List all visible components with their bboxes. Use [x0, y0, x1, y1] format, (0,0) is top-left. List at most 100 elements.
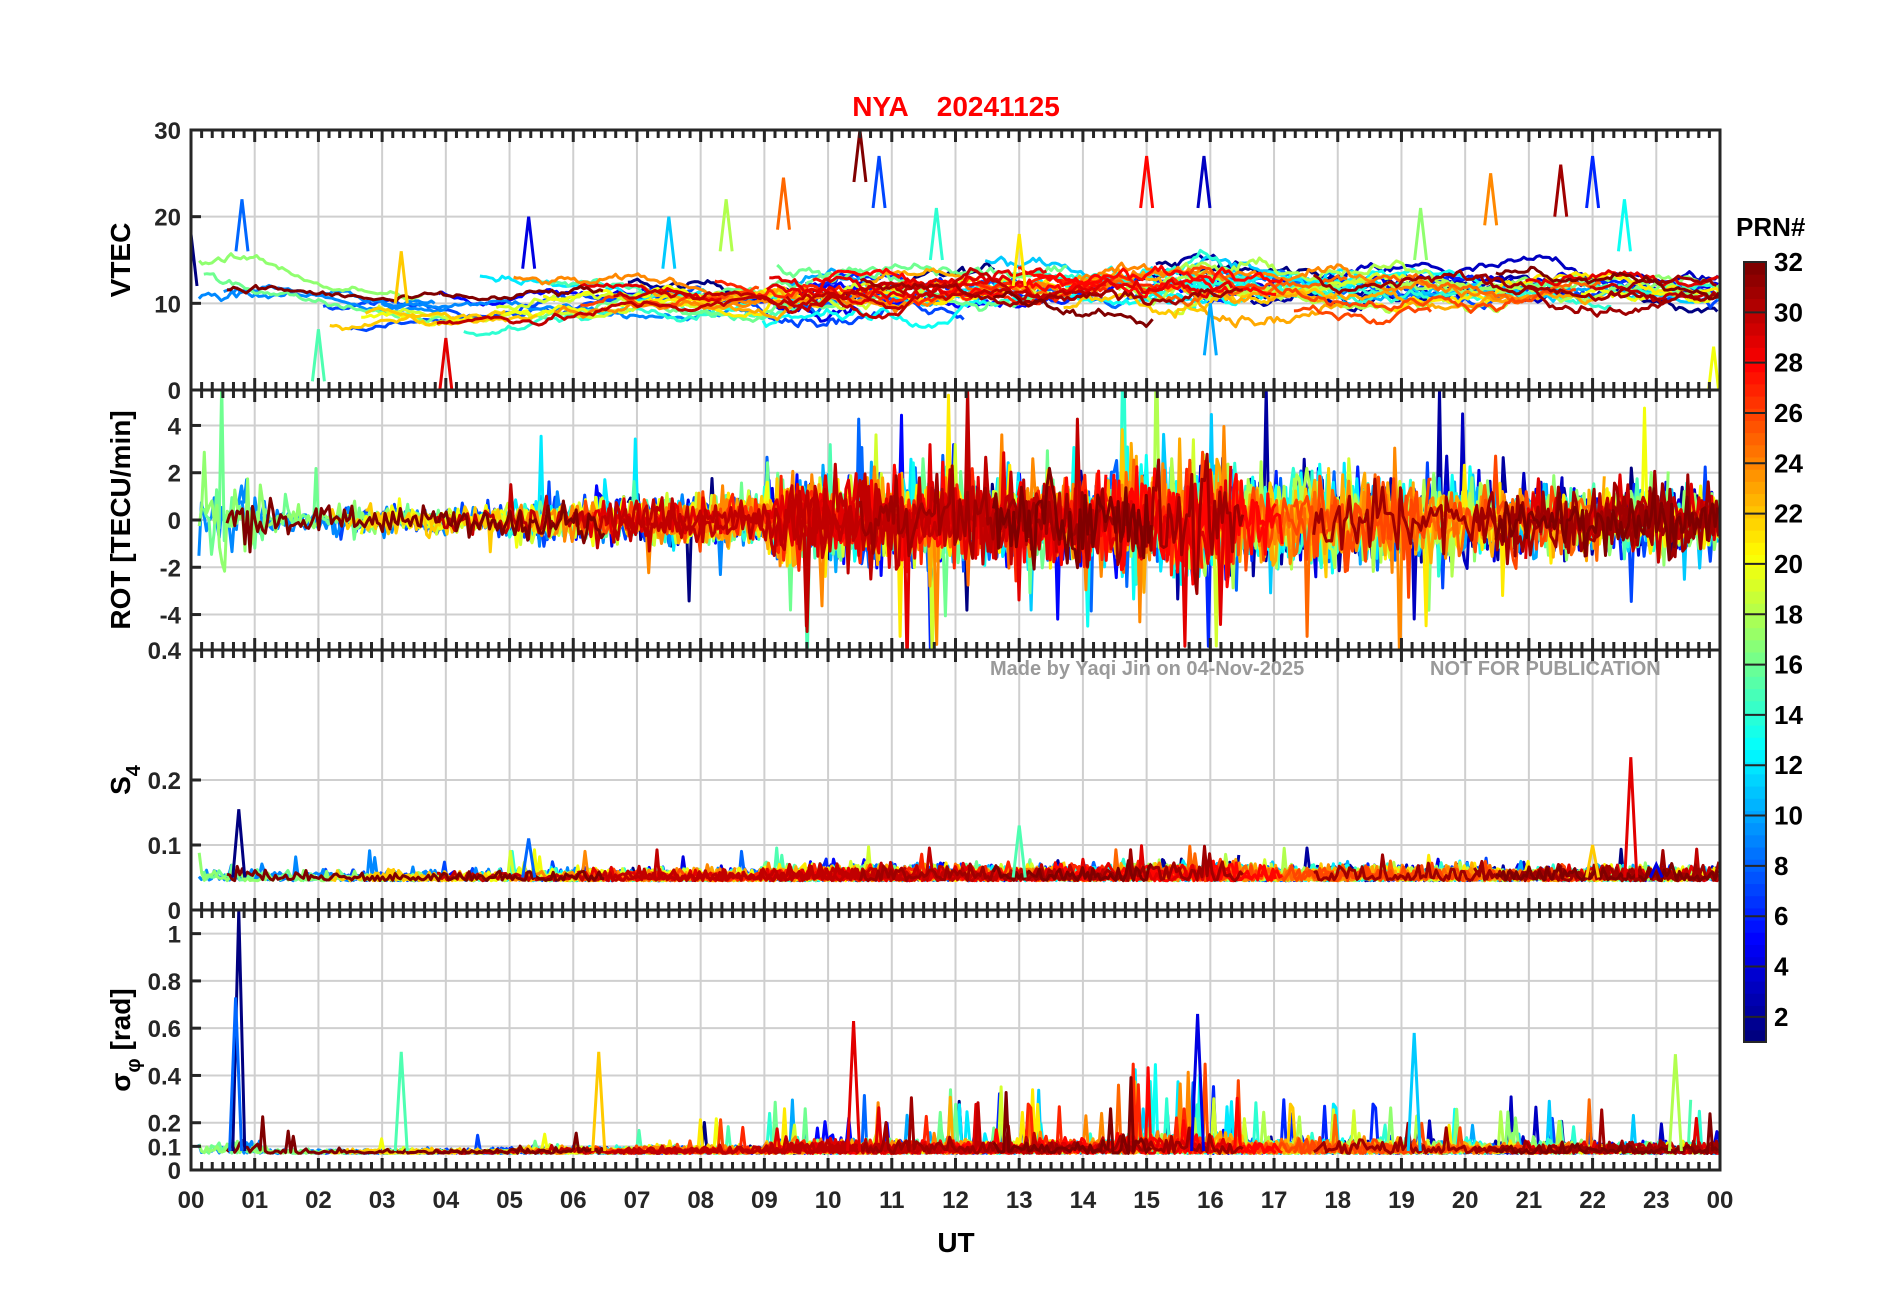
x-tick-label: 00 [1707, 1187, 1734, 1214]
series-prn-31 [859, 452, 1245, 596]
x-tick-label: 14 [1070, 1187, 1097, 1214]
colorbar-tick-label: 6 [1774, 901, 1788, 931]
colorbar-swatch [1744, 335, 1766, 348]
colorbar-swatch [1744, 591, 1766, 604]
series-prn-26 [1292, 477, 1432, 599]
peak-s4-4 [1623, 757, 1639, 878]
y-tick-label: 10 [154, 291, 181, 318]
colorbar-swatch [1744, 566, 1766, 580]
series-prn-32 [992, 290, 1154, 328]
colorbar-swatch [1744, 895, 1766, 909]
panel-frame [189, 908, 1722, 1172]
series-prn-29 [766, 274, 1234, 301]
colorbar-swatch [1744, 664, 1766, 677]
y-tick-label: 0.2 [148, 768, 181, 795]
colorbar-swatch [1744, 444, 1766, 458]
peak-vtec-5 [521, 216, 537, 269]
y-tick-label: 0 [168, 1158, 181, 1185]
colorbar-swatch [1744, 847, 1766, 860]
y-tick-label: 2 [168, 461, 181, 488]
series-prn-26 [1186, 265, 1576, 314]
colorbar-swatch [1744, 359, 1766, 373]
series-prn-31 [1610, 291, 1720, 306]
peak-vtec-18 [1553, 164, 1569, 217]
colorbar-swatch [1744, 834, 1766, 848]
series-prn-32 [991, 466, 1153, 571]
x-tick-label: 06 [560, 1187, 587, 1214]
peak-sigphi-2 [393, 1051, 409, 1152]
x-tick-label: 15 [1133, 1187, 1160, 1214]
colorbar-tick-label: 2 [1774, 1002, 1788, 1032]
x-tick-label: 23 [1643, 1187, 1670, 1214]
series-prn-28 [1036, 859, 1283, 883]
y-tick-label: 4 [168, 413, 182, 440]
series-prn-31 [1312, 477, 1670, 558]
colorbar-swatch [1744, 615, 1766, 629]
y-label-sub: 4 [123, 764, 145, 776]
peak-vtec-12 [1011, 233, 1027, 287]
colorbar-tick-label: 16 [1774, 650, 1803, 680]
peak-sigphi-5 [1190, 1013, 1206, 1152]
y-axis-label-rot: ROT [TECU/min] [105, 410, 136, 629]
peak-sigphi-6 [1406, 1032, 1422, 1152]
colorbar-swatch [1744, 396, 1766, 409]
title-station: NYA [852, 91, 909, 122]
series-prn-23 [865, 266, 1346, 329]
peak-sigphi-4 [846, 1021, 862, 1152]
x-tick-label: 20 [1452, 1187, 1479, 1214]
colorbar-swatch [1744, 749, 1766, 763]
series-group [197, 248, 1720, 337]
colorbar-swatch [1744, 761, 1766, 775]
peak-vtec-20 [1616, 199, 1632, 252]
series-prn-32 [225, 496, 606, 554]
colorbar-swatch [1744, 347, 1766, 360]
colorbar-tick-label: 32 [1774, 247, 1803, 277]
series-prn-17 [198, 252, 423, 301]
y-label-main: VTEC [105, 223, 136, 298]
colorbar-swatch [1744, 1029, 1766, 1043]
x-axis-label: UT [937, 1227, 974, 1258]
y-tick-label: 0.8 [148, 969, 181, 996]
peak-vtec-3 [393, 251, 409, 304]
x-tick-label: 01 [241, 1187, 268, 1214]
colorbar-tick-label: 18 [1774, 599, 1803, 629]
series-prn-31 [859, 1096, 1244, 1155]
colorbar-swatch [1744, 542, 1766, 555]
colorbar-swatch [1744, 627, 1766, 641]
x-tick-label: 04 [432, 1187, 459, 1214]
colorbar-tick-label: 8 [1774, 851, 1788, 881]
panel-s4: 0 0.1 0.2 0.4 S4 [105, 638, 1722, 925]
series-prn-30 [436, 860, 907, 883]
colorbar-tick-label: 24 [1774, 448, 1803, 478]
peak-vtec-9 [852, 130, 868, 183]
series-prn-30 [436, 291, 906, 327]
x-tick-label: 08 [687, 1187, 714, 1214]
series-prn-22 [1063, 287, 1339, 319]
colorbar-swatch [1744, 907, 1766, 921]
colorbar-tick-label: 28 [1774, 348, 1803, 378]
colorbar-tick-label: 20 [1774, 549, 1803, 579]
colorbar-tick-label: 26 [1774, 398, 1803, 428]
x-tick-label: 22 [1579, 1187, 1606, 1214]
colorbar-swatch [1744, 810, 1766, 824]
series-prn-32 [1494, 487, 1720, 562]
title-date: 20241125 [937, 91, 1060, 122]
series-prn-31 [859, 277, 1243, 308]
series-prn-31 [1312, 269, 1669, 318]
y-tick-label: 0.4 [148, 638, 182, 665]
colorbar-swatch [1744, 932, 1766, 945]
colorbar-swatch [1744, 725, 1766, 738]
colorbar-swatch [1744, 274, 1766, 287]
peak-s4-2 [1011, 825, 1027, 878]
peak-s4-1 [521, 838, 537, 878]
series-prn-18 [1153, 256, 1468, 289]
y-tick-label: 0 [168, 898, 181, 925]
colorbar-swatch [1744, 968, 1766, 982]
x-tick-label: 16 [1197, 1187, 1224, 1214]
y-label-main: ROT [TECU/min] [105, 410, 136, 629]
peak-vtec-15 [1202, 303, 1218, 356]
y-tick-label: 0.6 [148, 1016, 181, 1043]
